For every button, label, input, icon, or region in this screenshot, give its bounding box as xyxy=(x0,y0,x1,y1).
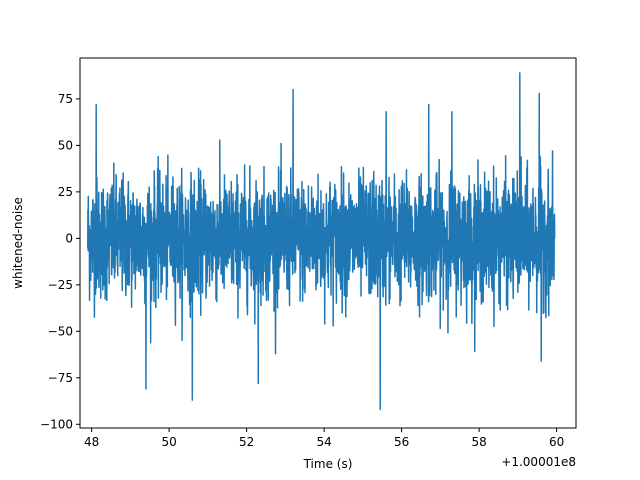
y-tick-label: −75 xyxy=(48,371,73,385)
x-tick-label: 56 xyxy=(394,435,409,449)
y-axis-ticks: −100 −75 −50 −25 0 25 50 75 xyxy=(40,92,80,431)
x-tick-label: 48 xyxy=(84,435,99,449)
y-tick-label: −100 xyxy=(40,417,73,431)
series-line-whitened-noise xyxy=(87,72,556,411)
x-axis-offset-label: +1.00001e8 xyxy=(501,455,576,469)
plot-frame xyxy=(79,57,577,429)
x-tick-label: 52 xyxy=(239,435,254,449)
x-tick-label: 54 xyxy=(316,435,331,449)
x-axis-label: Time (s) xyxy=(303,457,353,471)
series-layer xyxy=(87,72,556,411)
y-tick-label: −50 xyxy=(48,324,73,338)
y-tick-label: 75 xyxy=(58,92,73,106)
y-axis-label: whitened-noise xyxy=(11,197,25,289)
x-axis-ticks: 48 50 52 54 56 58 60 xyxy=(84,428,564,449)
y-tick-label: 0 xyxy=(65,231,73,245)
x-tick-label: 58 xyxy=(471,435,486,449)
y-tick-label: −25 xyxy=(48,278,73,292)
y-tick-label: 50 xyxy=(58,138,73,152)
x-tick-label: 60 xyxy=(549,435,564,449)
x-tick-label: 50 xyxy=(161,435,176,449)
y-tick-label: 25 xyxy=(58,185,73,199)
